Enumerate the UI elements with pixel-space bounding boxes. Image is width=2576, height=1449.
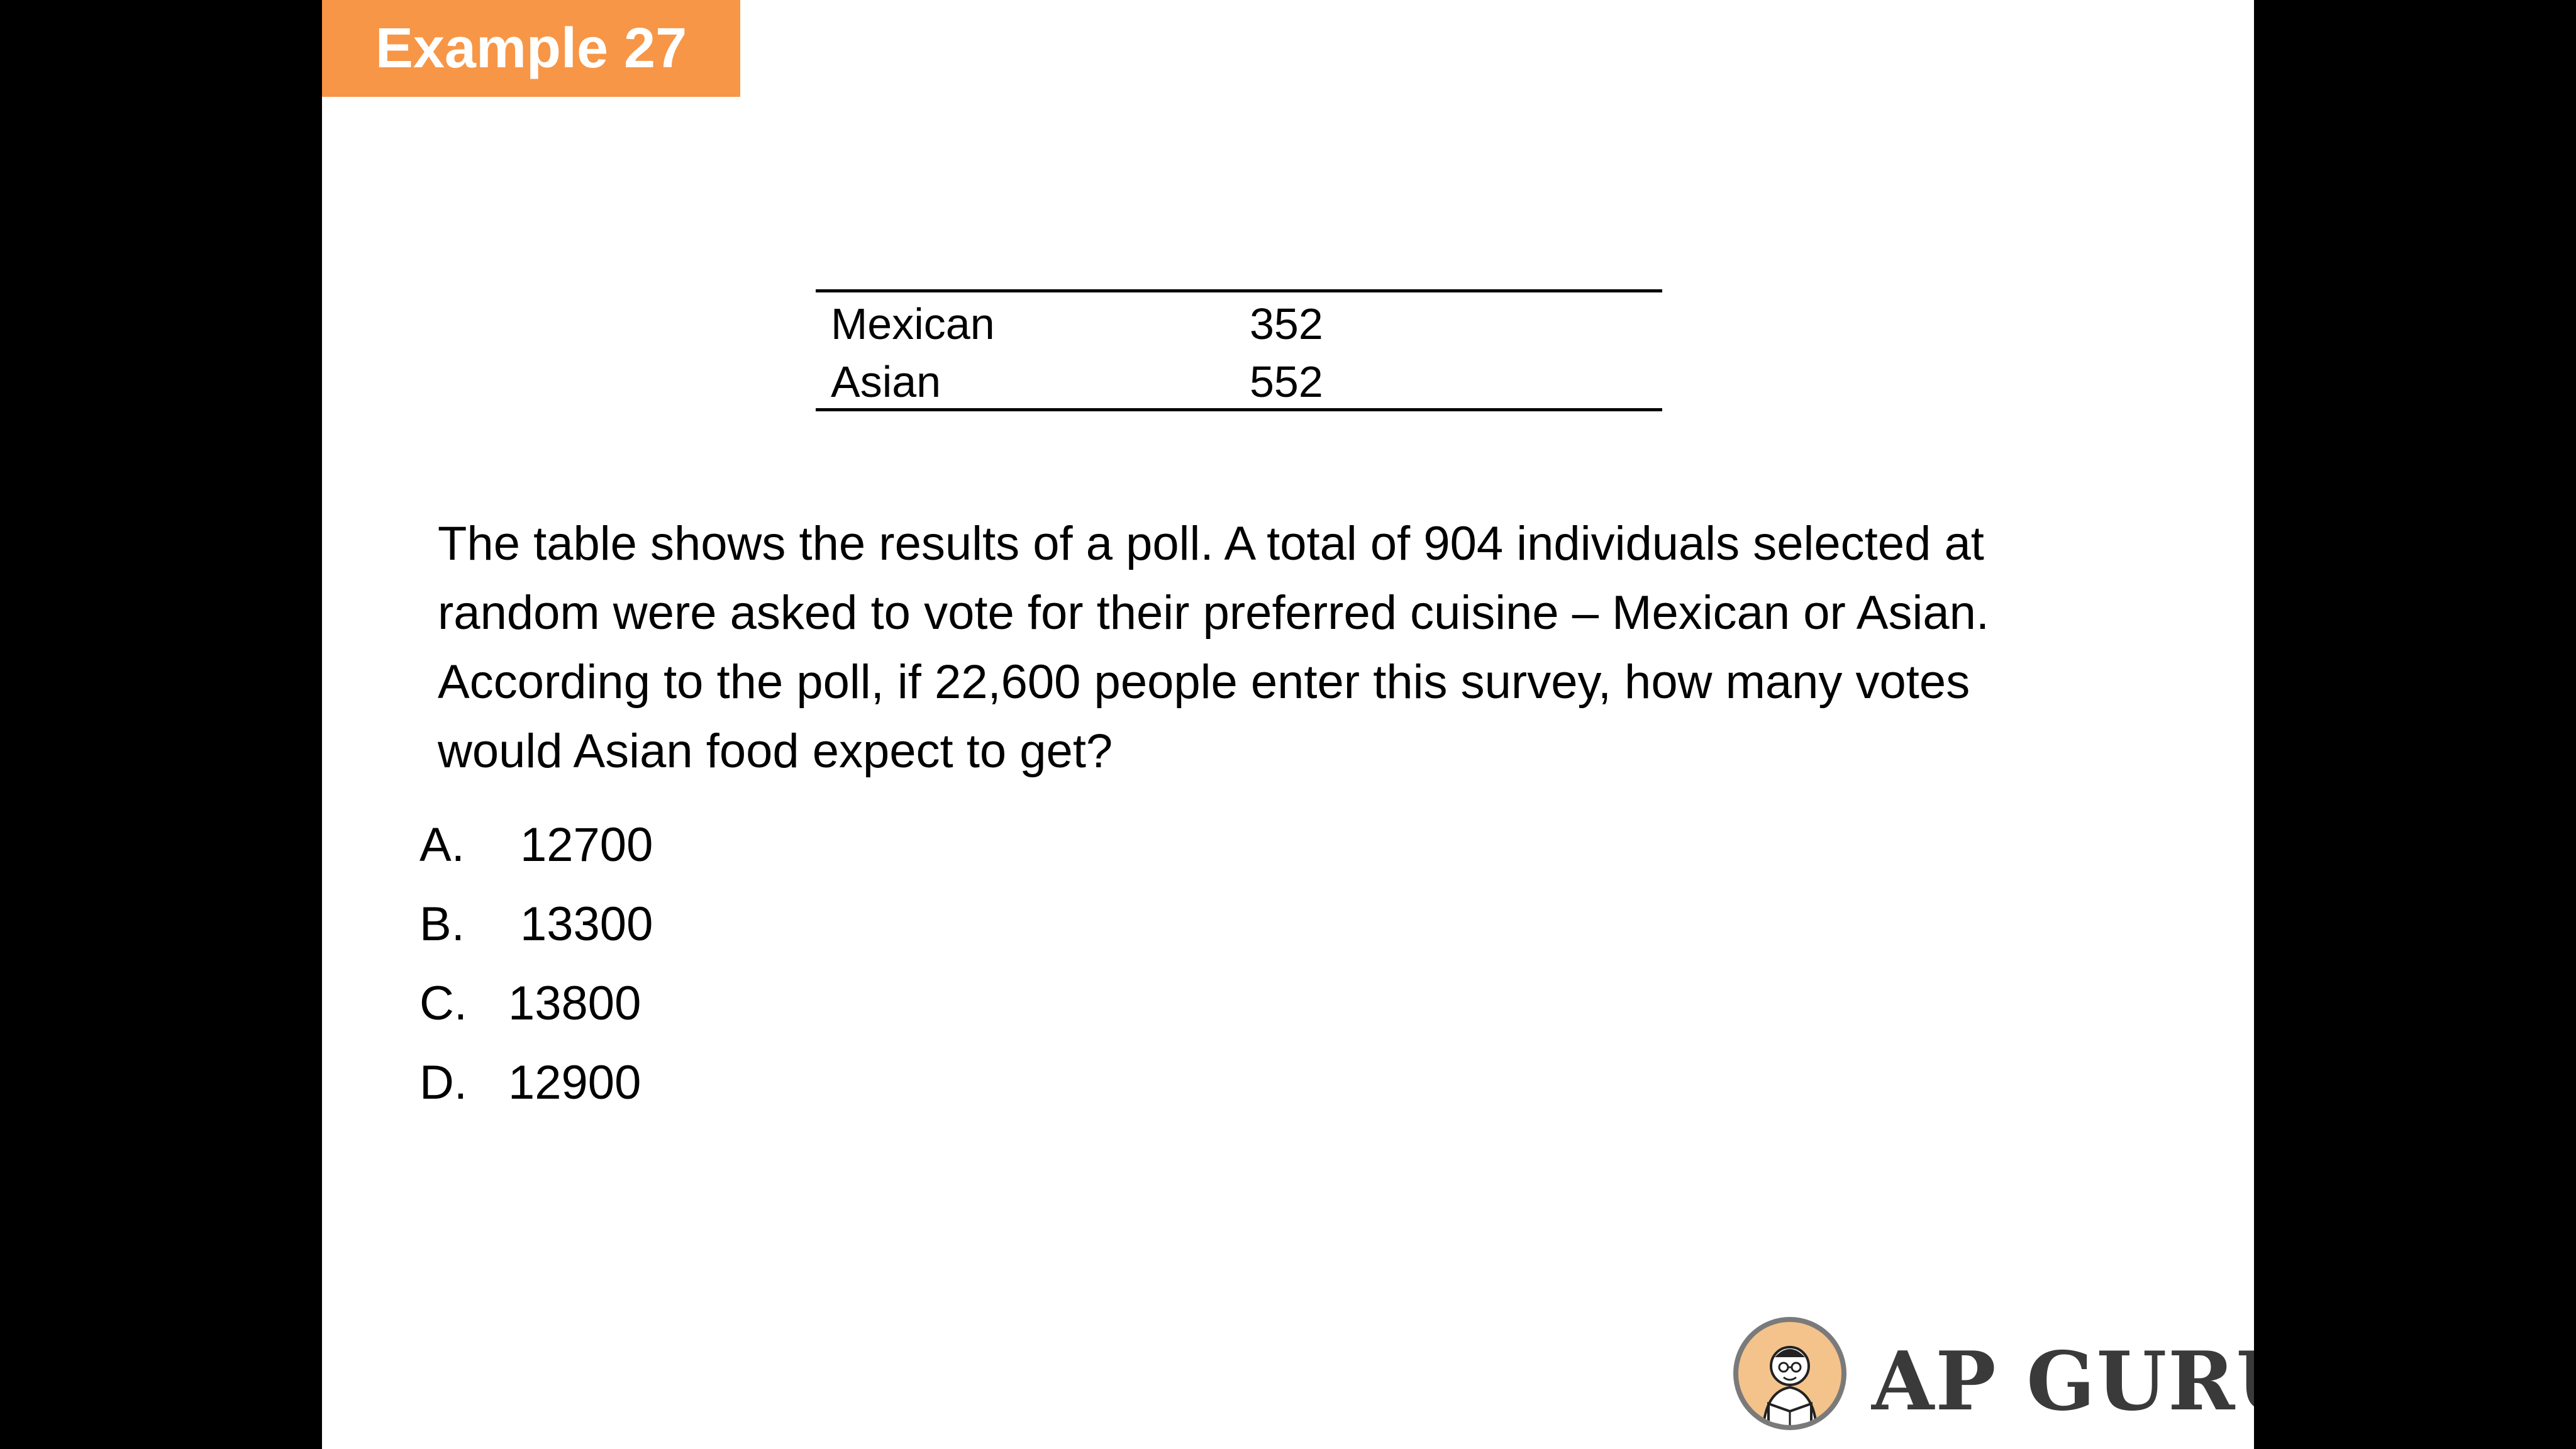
cuisine-cell: Mexican bbox=[831, 299, 995, 348]
option-letter: B. bbox=[419, 897, 465, 951]
option-value: 13300 bbox=[520, 897, 653, 951]
table-row: Asian 552 bbox=[816, 350, 1662, 408]
question-line: would Asian food expect to get? bbox=[438, 724, 1113, 778]
question-line: random were asked to vote for their pref… bbox=[438, 586, 1989, 640]
votes-cell: 552 bbox=[1250, 357, 1323, 406]
slide: Example 27 Mexican 352 Asian 552 The tab… bbox=[322, 0, 2254, 1449]
option-value: 13800 bbox=[508, 977, 641, 1030]
poll-table: Mexican 352 Asian 552 bbox=[816, 289, 1662, 411]
example-badge: Example 27 bbox=[322, 0, 740, 97]
cuisine-cell: Asian bbox=[831, 357, 941, 406]
ap-guru-logo: AP GURU bbox=[1726, 1314, 2254, 1446]
table-row: Mexican 352 bbox=[816, 292, 1662, 350]
option-letter: A. bbox=[419, 818, 465, 872]
guru-reading-book-icon bbox=[1733, 1317, 1846, 1430]
option-value: 12700 bbox=[520, 818, 653, 872]
guru-illustration bbox=[1762, 1346, 1818, 1425]
option-letter: C. bbox=[419, 977, 467, 1030]
option-letter: D. bbox=[419, 1056, 467, 1109]
votes-cell: 352 bbox=[1250, 299, 1323, 348]
question-text: The table shows the results of a poll. A… bbox=[438, 509, 2111, 786]
logo-wordmark: AP GURU bbox=[1872, 1335, 2254, 1429]
option-value: 12900 bbox=[508, 1056, 641, 1109]
question-line: According to the poll, if 22,600 people … bbox=[438, 655, 1970, 709]
example-badge-label: Example 27 bbox=[375, 16, 687, 80]
question-line: The table shows the results of a poll. A… bbox=[438, 517, 1984, 570]
